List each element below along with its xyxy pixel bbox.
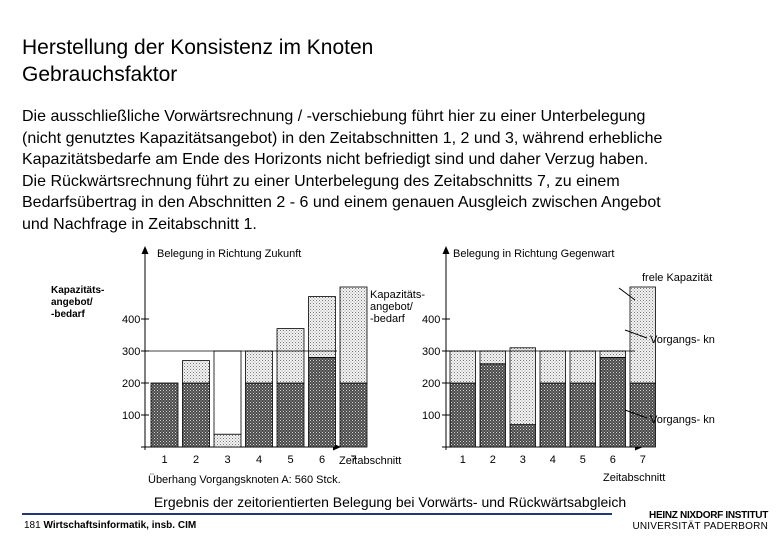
bar-segment-node-a [599, 350, 626, 358]
legend-node-b: Vorgangs- knoten B [650, 414, 715, 426]
figure-charts: Belegung in Richtung Zukunft Kapazitäts-… [51, 246, 715, 486]
bar-segment-node-b [539, 382, 566, 448]
x-tick-label: 3 [224, 454, 230, 466]
body-paragraph: Die ausschließliche Vorwärtsrechnung / -… [22, 106, 772, 235]
y-tick-label: 400 [422, 314, 440, 326]
bar-segment-node-b [308, 357, 336, 448]
bar-segment-node-a [245, 350, 273, 384]
y-axis-label: Kapazitäts- [370, 289, 425, 301]
body-line: Kapazitätsbedarfe am Ende des Horizonts … [22, 151, 649, 168]
legend-pointer [618, 287, 636, 301]
bar-segment-node-a [182, 360, 210, 384]
bar-segment-node-b [276, 382, 305, 448]
y-tick-label: 400 [122, 314, 140, 326]
slide-title: Herstellung der Konsistenz im Knoten Geb… [22, 34, 373, 88]
bar-segment-node-a [569, 350, 596, 384]
chart-title: Belegung in Richtung Gegenwart [453, 248, 614, 260]
bar-segment-node-b [569, 382, 596, 448]
logo-line-1: HEINZ NIXDORF INSTITUT [649, 510, 768, 521]
bar-segment-node-a [339, 286, 368, 384]
footer-divider [22, 513, 612, 515]
y-axis-label: -bedarf [370, 313, 406, 325]
institute-logo: HEINZ NIXDORF INSTITUT UNIVERSITÄT PADER… [628, 510, 768, 532]
overhang-note: Überhang Vorgangsknoten A: 560 Stck. [148, 474, 341, 486]
x-tick-label: 5 [580, 454, 586, 466]
chart-forward: Belegung in Richtung Zukunft Kapazitäts-… [51, 246, 401, 486]
legend-free-capacity: frele Kapazität [642, 272, 712, 284]
body-line: Die Rückwärtsrechnung führt zu einer Unt… [22, 172, 620, 190]
figure-caption: Ergebnis der zeitorientierten Belegung b… [153, 494, 627, 510]
legend-node-a: Vorgangs- knoten A [650, 334, 715, 346]
y-tick-label: 100 [122, 410, 140, 422]
y-tick-label: 100 [422, 410, 440, 422]
x-tick-label: 5 [287, 454, 293, 466]
x-tick-label: 2 [193, 454, 199, 466]
body-line: und Nachfrage in Zeitabschnitt 1. [22, 215, 257, 233]
y-axis-label: Kapazitäts- [51, 285, 104, 296]
y-tick-label: 200 [122, 378, 140, 390]
x-axis-label: Zeitabschnitt [339, 455, 401, 467]
bar-segment-node-b [339, 382, 368, 448]
body-line: (nicht genutztes Kapazitätsangebot) in d… [22, 129, 663, 147]
y-axis-arrow-icon [442, 246, 450, 254]
bar-segment-node-b [182, 382, 210, 448]
y-axis-arrow-icon [141, 246, 149, 254]
x-tick-label: 7 [350, 454, 356, 466]
page-number: 181 [24, 520, 41, 531]
bar-segment-node-a [213, 433, 242, 448]
bar-segment-node-a [276, 328, 305, 384]
chart-title: Belegung in Richtung Zukunft [157, 248, 301, 260]
bar-segment-node-b [479, 363, 506, 448]
bar-segment-node-b [599, 357, 626, 448]
title-line-1: Herstellung der Konsistenz im Knoten [22, 36, 374, 59]
body-line: Die ausschließliche Vorwärtsrechnung / -… [22, 108, 646, 125]
bar-segment-node-a [539, 350, 566, 384]
course-name: Wirtschaftsinformatik, insb. CIM [43, 520, 197, 531]
bar-segment-node-a [479, 350, 506, 365]
bar-segment-node-a [308, 296, 336, 358]
bar-segment-node-a [509, 347, 536, 426]
bar-segment-node-b [245, 382, 273, 448]
y-tick-label: 300 [122, 346, 140, 358]
x-tick-label: 4 [550, 454, 556, 466]
x-tick-label: 6 [319, 454, 325, 466]
bar-segment-node-b [629, 382, 656, 448]
legend-pointer [624, 329, 648, 339]
x-axis-label: Zeitabschnitt [603, 472, 665, 484]
bar-segment-node-a [629, 286, 656, 384]
body-line: Bedarfsübertrag in den Abschnitten 2 - 6… [22, 194, 661, 211]
y-tick-label: 300 [422, 346, 440, 358]
title-line-2: Gebrauchsfaktor [22, 63, 178, 86]
y-tick-label: 200 [422, 378, 440, 390]
legend-pointer [624, 409, 648, 419]
bar-segment-node-b [150, 382, 179, 448]
x-tick-label: 1 [460, 454, 466, 466]
bar-segment-node-b [449, 382, 476, 448]
bar-segment-node-b [509, 424, 536, 448]
x-tick-label: 4 [256, 454, 262, 466]
x-tick-label: 2 [490, 454, 496, 466]
y-axis-label: angebot/ [370, 301, 414, 313]
x-tick-label: 7 [640, 454, 646, 466]
chart-backward: Belegung in Richtung Gegenwart Kapazität… [370, 246, 715, 484]
bar-segment-free-capacity [213, 350, 242, 435]
footer-text: 181 Wirtschaftsinformatik, insb. CIM [24, 520, 196, 531]
bar-segment-node-a [449, 350, 476, 384]
y-axis-label: -bedarf [51, 309, 86, 320]
logo-line-2: UNIVERSITÄT PADERBORN [632, 521, 768, 532]
y-axis-label: angebot/ [51, 297, 93, 308]
x-tick-label: 3 [520, 454, 526, 466]
x-tick-label: 6 [610, 454, 616, 466]
x-tick-label: 1 [161, 454, 167, 466]
